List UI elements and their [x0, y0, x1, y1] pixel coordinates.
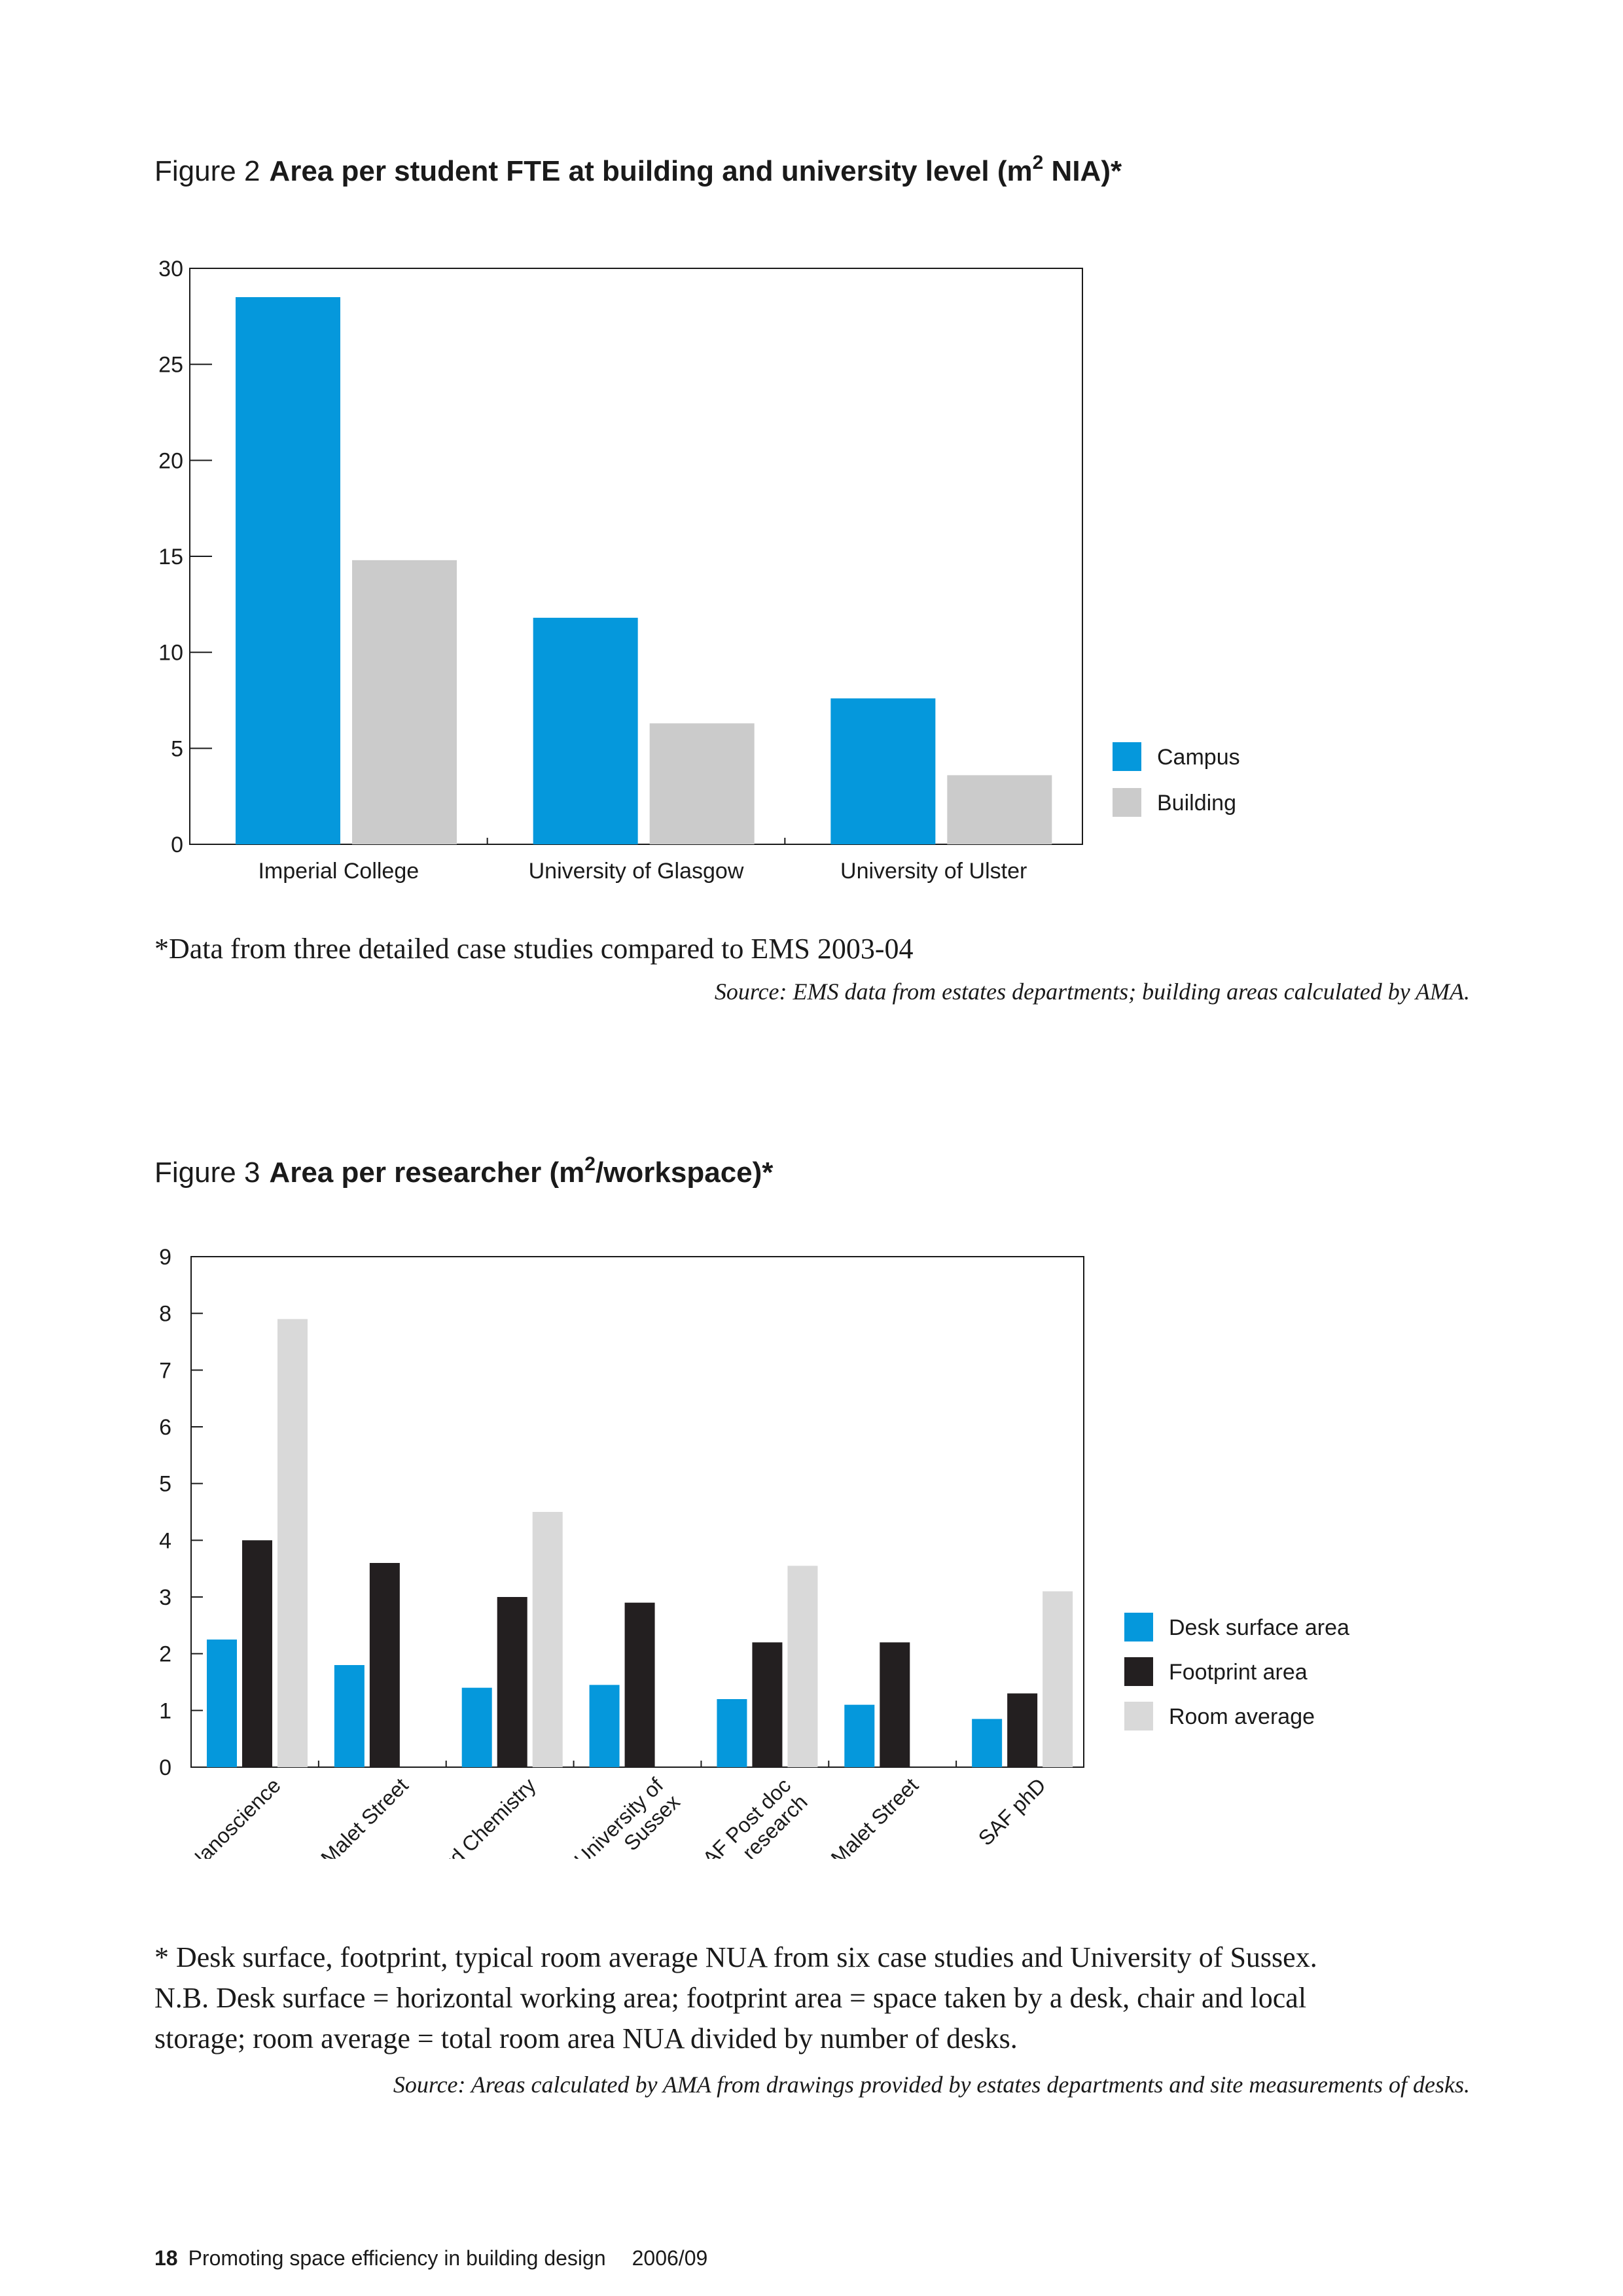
x-category-label: University of Glasgow [529, 859, 744, 884]
page-footer: 18 Promoting space efficiency in building… [154, 2246, 707, 2270]
bar-desk-surface-area [972, 1719, 1003, 1767]
figure-3-label: Figure 3 [154, 1157, 260, 1189]
y-tick-label: 6 [159, 1415, 171, 1440]
bar-room-average [277, 1319, 308, 1767]
bar-desk-surface-area [717, 1699, 747, 1767]
figure-2-title: Figure 2 Area per student FTE at building… [154, 152, 1122, 188]
document-year: 2006/09 [632, 2246, 708, 2270]
bar-desk-surface-area [207, 1640, 237, 1767]
x-category-label: University of Ulster [840, 859, 1027, 884]
x-category-label: Imperial College [258, 859, 419, 884]
figure-2-heading: Area per student FTE at building and uni… [269, 152, 1122, 187]
bar-desk-surface-area [589, 1685, 620, 1767]
x-category-label: Malet Street [316, 1773, 413, 1859]
y-tick-label: 2 [159, 1642, 171, 1667]
y-tick-label: 8 [159, 1302, 171, 1327]
figure-3-note-line: * Desk surface, footprint, typical room … [154, 1941, 1317, 1973]
bar-footprint-area [1007, 1693, 1038, 1767]
legend-swatch [1124, 1613, 1153, 1641]
x-category-label: SAF phD [974, 1773, 1050, 1850]
bar-footprint-area [624, 1602, 655, 1767]
figure-3-note-line: storage; room average = total room area … [154, 2022, 1018, 2054]
y-tick-label: 0 [159, 1755, 171, 1780]
legend-label: Footprint area [1169, 1660, 1308, 1685]
x-category-label: Nanoscience [183, 1773, 285, 1859]
figure-3-note: * Desk surface, footprint, typical room … [154, 1937, 1489, 2059]
bar-room-average [787, 1566, 818, 1767]
bar-campus [236, 297, 340, 844]
legend-swatch [1124, 1702, 1153, 1731]
legend-label: Campus [1157, 745, 1240, 770]
figure-3-title: Figure 3 Area per researcher (m2/workspac… [154, 1153, 773, 1189]
y-tick-label: 3 [159, 1585, 171, 1610]
legend-label: Room average [1169, 1704, 1315, 1729]
x-category-label-line: SAF phD [974, 1773, 1050, 1850]
figure-3-heading: Area per researcher (m2/workspace)* [269, 1153, 774, 1189]
figure-2-source: Source: EMS data from estates department… [714, 978, 1470, 1005]
x-category-label-line: Nanoscience [183, 1773, 285, 1859]
y-tick-label: 5 [171, 736, 183, 761]
x-category-label: SAF Post docresearch [688, 1773, 812, 1859]
y-tick-label: 9 [159, 1245, 171, 1270]
bar-building [947, 775, 1052, 844]
page-number: 18 [154, 2246, 178, 2270]
bar-desk-surface-area [461, 1687, 492, 1767]
x-category-label: University ofSussex [569, 1773, 684, 1859]
bar-footprint-area [369, 1563, 400, 1767]
x-category-label-line: Malet Street [827, 1773, 923, 1859]
x-category-label: Oxford Chemistry [408, 1773, 540, 1859]
legend-label: Building [1157, 791, 1236, 816]
legend-swatch [1124, 1657, 1153, 1686]
y-tick-label: 25 [158, 353, 183, 378]
x-category-label-line: Oxford Chemistry [408, 1773, 540, 1859]
bar-building [352, 560, 457, 844]
y-tick-label: 30 [158, 257, 183, 281]
bar-footprint-area [880, 1642, 910, 1767]
y-tick-label: 4 [159, 1528, 171, 1553]
y-tick-label: 0 [171, 833, 183, 857]
bar-room-average [1043, 1591, 1073, 1767]
figure-3-source: Source: Areas calculated by AMA from dra… [393, 2072, 1470, 2098]
legend-swatch [1113, 788, 1141, 817]
bar-footprint-area [752, 1642, 783, 1767]
bar-campus [533, 617, 638, 844]
y-tick-label: 7 [159, 1358, 171, 1383]
figure-2-chart: 0 5 10 15 20 25 30 Imperial College University o… [158, 257, 1240, 884]
bar-footprint-area [497, 1597, 527, 1767]
bar-desk-surface-area [334, 1665, 365, 1767]
figure-2-label: Figure 2 [154, 155, 260, 187]
y-tick-label: 15 [158, 545, 183, 569]
legend-swatch [1113, 742, 1141, 771]
y-tick-label: 1 [159, 1698, 171, 1723]
document-title: Promoting space efficiency in building d… [188, 2246, 606, 2270]
y-tick-label: 20 [158, 448, 183, 473]
bar-campus [830, 698, 936, 844]
figure-2-note: *Data from three detailed case studies c… [154, 933, 914, 965]
figure-3-note-line: N.B. Desk surface = horizontal working a… [154, 1982, 1307, 2014]
y-tick-label: 10 [158, 641, 183, 666]
x-category-label-line: Malet Street [316, 1773, 413, 1859]
bar-desk-surface-area [844, 1704, 875, 1767]
x-category-label: Malet Street [827, 1773, 923, 1859]
bar-building [649, 723, 755, 844]
legend-label: Desk surface area [1169, 1615, 1349, 1640]
y-tick-label: 5 [159, 1472, 171, 1497]
bar-room-average [532, 1512, 563, 1767]
bar-footprint-area [242, 1540, 272, 1767]
